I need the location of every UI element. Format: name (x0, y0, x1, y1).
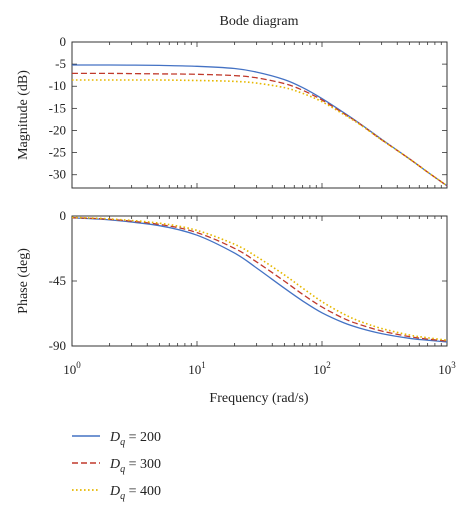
x-axis-label: Frequency (rad/s) (209, 391, 308, 406)
magnitude-series-1 (71, 64, 448, 187)
phase-series-2 (71, 217, 448, 342)
phase-series-3 (71, 216, 448, 341)
phase-y-tick-label: -90 (49, 338, 66, 353)
phase-plot: 0 -45 -90 Phase (deg) 100 101 102 103 (16, 208, 456, 377)
legend-label-3: Dq = 400 (109, 484, 161, 502)
phase-y-tick-label: 0 (60, 208, 67, 223)
phase-axes-frame (71, 215, 448, 347)
magnitude-series-3 (71, 79, 448, 187)
magnitude-y-tick-label: -20 (49, 122, 66, 137)
legend-label-2: Dq = 300 (109, 457, 161, 475)
phase-y-axis-label: Phase (deg) (16, 248, 31, 314)
magnitude-y-axis-label: Magnitude (dB) (16, 70, 31, 160)
magnitude-y-tick-label: -30 (49, 167, 66, 182)
legend: Dq = 200 Dq = 300 Dq = 400 (72, 430, 161, 502)
magnitude-series-2 (71, 72, 448, 187)
x-tick-label: 102 (313, 360, 331, 377)
x-tick-label: 101 (188, 360, 206, 377)
x-tick-label: 100 (63, 360, 81, 377)
magnitude-y-tick-label: 0 (60, 34, 67, 49)
magnitude-y-tick-label: -25 (49, 145, 66, 160)
magnitude-y-tick-label: -15 (49, 100, 66, 115)
magnitude-y-tick-label: -10 (49, 78, 66, 93)
magnitude-plot: 0 -5 -10 -15 -20 -25 -30 Magnitude (dB) (16, 34, 448, 189)
chart-title: Bode diagram (220, 14, 299, 29)
magnitude-axes-frame (71, 41, 448, 189)
phase-y-tick-label: -45 (49, 273, 66, 288)
phase-series-1 (71, 217, 448, 343)
x-tick-label: 103 (438, 360, 456, 377)
magnitude-y-tick-label: -5 (55, 56, 66, 71)
legend-label-1: Dq = 200 (109, 430, 161, 448)
